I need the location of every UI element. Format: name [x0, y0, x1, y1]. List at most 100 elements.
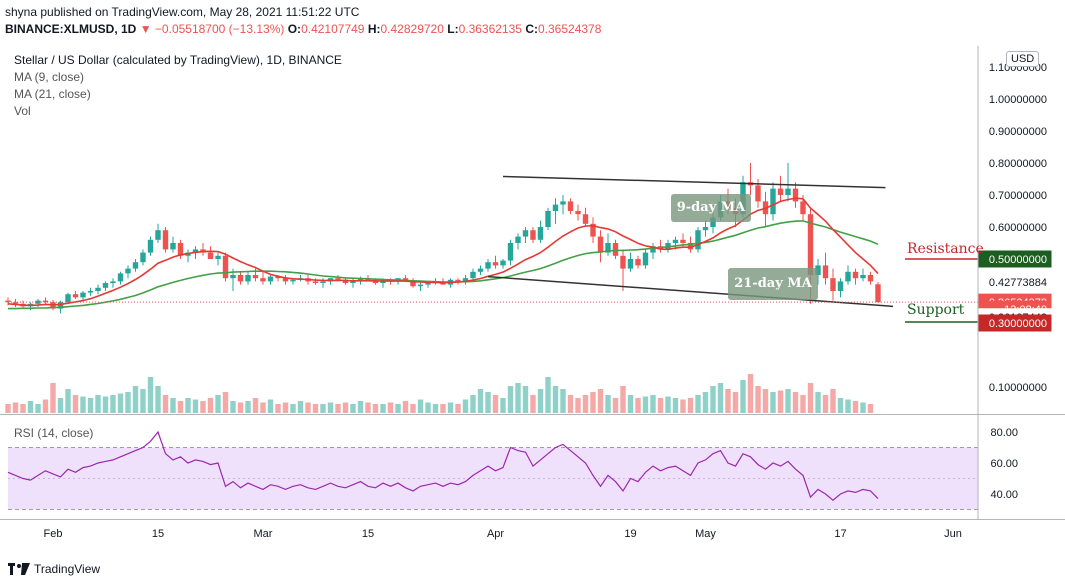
volume-bar	[305, 402, 311, 413]
candle	[755, 185, 761, 202]
volume-bar	[350, 404, 356, 413]
candle	[785, 188, 791, 195]
time-tick-label: 19	[624, 528, 636, 540]
candle	[65, 294, 71, 303]
candle	[470, 271, 476, 279]
price-badge	[978, 250, 1052, 268]
rsi-tick-label: 40.00	[990, 489, 1018, 501]
candle	[552, 204, 559, 211]
volume-bar	[275, 404, 281, 413]
volume-bar	[740, 380, 746, 413]
volume-bar	[717, 383, 724, 413]
ma9-annotation: 9-day MA	[671, 194, 751, 222]
symbol-label: BINANCE:XLMUSD, 1D	[5, 22, 137, 36]
candle	[485, 262, 491, 269]
ma9-line	[7, 197, 879, 307]
volume-bar	[605, 395, 611, 413]
candle	[357, 278, 364, 282]
candle	[237, 275, 244, 282]
volume-bar	[132, 386, 139, 413]
candle	[687, 243, 694, 250]
candle	[680, 239, 686, 243]
candle	[560, 201, 566, 205]
volume-bar	[860, 402, 866, 413]
rsi-tick-label: 80.00	[990, 427, 1018, 439]
volume-bar	[710, 386, 716, 413]
volume-bar	[792, 392, 799, 413]
ma9-legend[interactable]: MA (9, close)	[14, 70, 85, 84]
candle	[155, 230, 161, 240]
price-tick-label: 0.60000000	[989, 222, 1047, 234]
candle	[57, 302, 64, 309]
candle	[5, 300, 11, 303]
volume-bar	[282, 402, 289, 413]
volume-bar	[845, 399, 851, 413]
candle	[575, 211, 581, 215]
volume-bar	[770, 392, 776, 413]
candle	[635, 259, 641, 266]
publish-info: shyna published on TradingView.com, May …	[5, 5, 360, 19]
candle	[177, 243, 184, 256]
volume-bar	[372, 404, 379, 413]
volume-legend[interactable]: Vol	[14, 104, 31, 118]
volume-bar	[762, 389, 769, 413]
low-label: L:	[447, 22, 459, 36]
volume-bar	[185, 398, 191, 413]
volume-bar	[222, 392, 229, 413]
currency-badge[interactable]: USD	[1006, 51, 1040, 67]
candle	[372, 281, 379, 283]
price-tick-label: 0.70000000	[989, 190, 1047, 202]
volume-bar	[80, 396, 86, 413]
volume-bar	[237, 402, 244, 413]
candle	[822, 265, 829, 279]
time-tick-label: Mar	[254, 528, 273, 540]
volume-bar	[485, 392, 491, 413]
candle	[597, 236, 604, 253]
volume-bar	[582, 395, 589, 413]
volume-bar	[447, 402, 454, 413]
volume-bar	[732, 392, 739, 413]
volume-bar	[110, 395, 116, 413]
volume-bar	[807, 383, 814, 413]
volume-bar	[65, 389, 71, 413]
volume-bar	[5, 404, 11, 413]
volume-bar	[530, 395, 536, 413]
candle	[545, 211, 551, 227]
candle	[860, 275, 866, 279]
volume-bar	[140, 389, 146, 413]
price-tick-label: 1.00000000	[989, 94, 1047, 106]
candle	[335, 278, 341, 280]
candle	[852, 271, 859, 279]
candle	[627, 259, 634, 269]
candle	[500, 260, 506, 266]
volume-bar	[387, 402, 394, 413]
candle	[260, 278, 266, 282]
price-badge-label: 0.30000000	[989, 318, 1047, 330]
volume-bar	[747, 374, 754, 413]
volume-bar	[245, 401, 251, 413]
rsi-tick-label: 60.00	[990, 458, 1018, 470]
tradingview-footer[interactable]: TradingView	[8, 562, 100, 576]
rsi-legend[interactable]: RSI (14, close)	[14, 426, 94, 440]
volume-bar	[102, 396, 109, 413]
volume-bar	[95, 395, 101, 413]
candle	[245, 275, 251, 282]
volume-bar	[87, 398, 94, 413]
time-tick-label: Jun	[944, 528, 962, 540]
candle	[117, 273, 124, 282]
volume-bar	[320, 404, 326, 413]
candle	[455, 279, 461, 282]
candle	[867, 275, 874, 282]
time-tick-label: May	[695, 528, 716, 540]
volume-bar	[162, 395, 169, 413]
candle	[507, 243, 514, 261]
high-value: 0.42829720	[380, 22, 444, 36]
candle	[477, 268, 484, 272]
candle	[320, 281, 326, 283]
open-label: O:	[287, 22, 302, 36]
volume-bar	[335, 404, 341, 413]
ma21-legend[interactable]: MA (21, close)	[14, 87, 91, 101]
volume-bar	[260, 402, 266, 413]
candle	[140, 252, 146, 263]
